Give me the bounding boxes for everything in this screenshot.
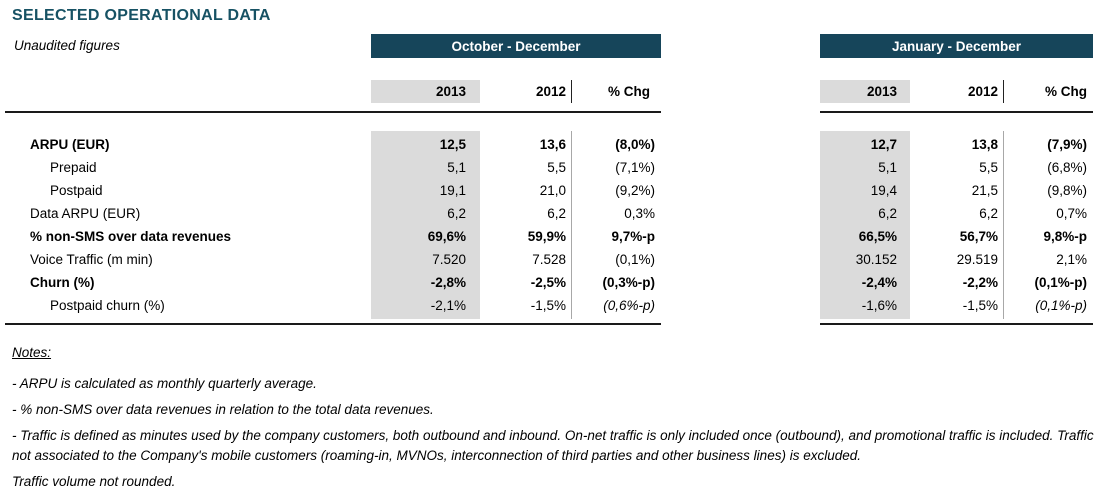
cell-octdec-2012: 21,0 (539, 183, 566, 198)
cell-jandec-2012: 29.519 (956, 252, 998, 267)
notes-heading: Notes: (12, 345, 52, 360)
cell-octdec-2012: 7.528 (532, 252, 566, 267)
cell-jandec-chg: (6,8%) (1047, 160, 1087, 175)
column-shade-body-right (820, 131, 910, 319)
cell-octdec-chg: (7,1%) (615, 160, 655, 175)
cell-jandec-2012: 13,8 (971, 137, 998, 152)
page-title: SELECTED OPERATIONAL DATA (12, 7, 271, 24)
cell-jandec-chg: 2,1% (1056, 252, 1087, 267)
table-row: Data ARPU (EUR) 6,2 6,2 0,3% 6,2 6,2 0,7… (0, 202, 1100, 225)
col-header-2012-right: 2012 (967, 84, 998, 99)
cell-octdec-2012: 6,2 (547, 206, 566, 221)
row-label: % non-SMS over data revenues (30, 229, 232, 244)
cell-jandec-chg: 9,8%-p (1043, 229, 1087, 244)
cell-jandec-2013: 5,1 (878, 160, 897, 175)
col-header-2012-left: 2012 (535, 84, 566, 99)
cell-jandec-2013: 12,7 (870, 137, 897, 152)
table-row: Postpaid churn (%) -2,1% -1,5% (0,6%-p) … (0, 294, 1100, 317)
cell-octdec-2012: 59,9% (527, 229, 566, 244)
note-item: Traffic volume not rounded. (12, 474, 176, 487)
cell-jandec-chg: (9,8%) (1047, 183, 1087, 198)
period-header-oct-dec: October - December (371, 34, 661, 58)
column-shade-body-left (371, 131, 480, 319)
column-divider-left (571, 131, 572, 319)
note-item: - Traffic is defined as minutes used by … (12, 428, 1094, 463)
cell-jandec-2013: 30.152 (855, 252, 897, 267)
col-header-2013-right: 2013 (866, 84, 897, 99)
cell-octdec-chg: (8,0%) (615, 137, 655, 152)
table-row: ARPU (EUR) 12,5 13,6 (8,0%) 12,7 13,8 (7… (0, 133, 1100, 156)
cell-octdec-2013: 7.520 (432, 252, 466, 267)
cell-octdec-2012: 13,6 (539, 137, 566, 152)
cell-jandec-2013: 6,2 (878, 206, 897, 221)
cell-octdec-2012: -2,5% (530, 275, 566, 290)
column-shade-header-right (820, 80, 910, 103)
table-row: Postpaid 19,1 21,0 (9,2%) 19,4 21,5 (9,8… (0, 179, 1100, 202)
notes-section: Notes: - ARPU is calculated as monthly q… (12, 345, 1094, 487)
cell-jandec-2013: 66,5% (858, 229, 897, 244)
period-header-jan-dec: January - December (820, 34, 1093, 58)
cell-octdec-2013: 19,1 (439, 183, 466, 198)
col-header-2013-left: 2013 (435, 84, 466, 99)
cell-octdec-2013: 12,5 (439, 137, 466, 152)
cell-octdec-2013: 69,6% (427, 229, 466, 244)
row-label: ARPU (EUR) (30, 137, 110, 152)
row-label: Postpaid (50, 183, 103, 198)
cell-octdec-chg: (0,1%) (615, 252, 655, 267)
row-label: Prepaid (50, 160, 97, 175)
table-row: Voice Traffic (m min) 7.520 7.528 (0,1%)… (0, 248, 1100, 271)
table-rule-top-right (820, 111, 1093, 113)
cell-jandec-2012: -1,5% (962, 298, 998, 313)
cell-jandec-2012: 6,2 (979, 206, 998, 221)
header-divider-right (1003, 80, 1004, 103)
note-item: - % non-SMS over data revenues in relati… (12, 402, 434, 417)
cell-octdec-chg: (9,2%) (615, 183, 655, 198)
cell-octdec-chg: 9,7%-p (611, 229, 655, 244)
cell-octdec-2012: 5,5 (547, 160, 566, 175)
cell-jandec-2012: 21,5 (971, 183, 998, 198)
table-row: Prepaid 5,1 5,5 (7,1%) 5,1 5,5 (6,8%) (0, 156, 1100, 179)
cell-jandec-2012: 5,5 (979, 160, 998, 175)
col-header-chg-left: % Chg (608, 84, 650, 99)
cell-jandec-2013: -1,6% (861, 298, 897, 313)
cell-octdec-2012: -1,5% (530, 298, 566, 313)
cell-jandec-2012: -2,2% (962, 275, 998, 290)
cell-jandec-2013: -2,4% (861, 275, 897, 290)
cell-octdec-chg: 0,3% (624, 206, 655, 221)
cell-jandec-chg: (0,1%-p) (1035, 298, 1087, 313)
year-header-row: 2013 2012 % Chg 2013 2012 % Chg (0, 80, 1100, 103)
table-rule-bottom-left (5, 323, 661, 325)
cell-octdec-chg: (0,6%-p) (603, 298, 655, 313)
note-item: - ARPU is calculated as monthly quarterl… (12, 376, 317, 391)
col-header-chg-right: % Chg (1045, 84, 1087, 99)
cell-octdec-chg: (0,3%-p) (602, 275, 655, 290)
cell-jandec-chg: 0,7% (1056, 206, 1087, 221)
row-label: Data ARPU (EUR) (30, 206, 141, 221)
table-row: % non-SMS over data revenues 69,6% 59,9%… (0, 225, 1100, 248)
cell-octdec-2013: 6,2 (447, 206, 466, 221)
cell-jandec-2013: 19,4 (870, 183, 897, 198)
table-rule-top-left (5, 111, 661, 113)
cell-octdec-2013: -2,1% (430, 298, 466, 313)
header-divider-left (571, 80, 572, 103)
table-row: Churn (%) -2,8% -2,5% (0,3%-p) -2,4% -2,… (0, 271, 1100, 294)
row-label: Voice Traffic (m min) (30, 252, 153, 267)
cell-octdec-2013: -2,8% (430, 275, 466, 290)
row-label: Postpaid churn (%) (50, 298, 165, 313)
column-shade-header-left (371, 80, 480, 103)
cell-jandec-chg: (7,9%) (1047, 137, 1087, 152)
row-label: Churn (%) (30, 275, 95, 290)
cell-jandec-2012: 56,7% (959, 229, 998, 244)
table-rule-bottom-right (820, 323, 1093, 325)
page-subtitle: Unaudited figures (14, 38, 120, 53)
cell-octdec-2013: 5,1 (447, 160, 466, 175)
cell-jandec-chg: (0,1%-p) (1034, 275, 1087, 290)
column-divider-right (1003, 131, 1004, 319)
